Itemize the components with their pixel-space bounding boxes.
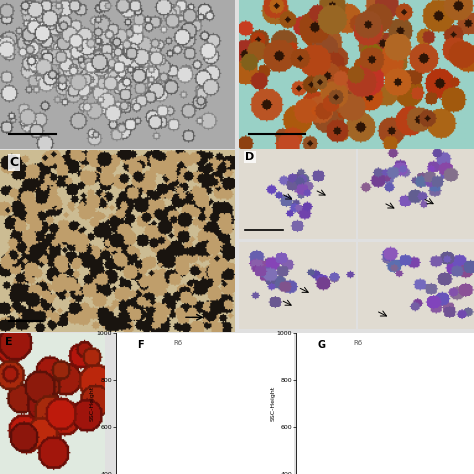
Text: C: C [9, 155, 18, 169]
Text: G: G [318, 340, 326, 350]
Text: R6: R6 [353, 340, 363, 346]
Text: R6: R6 [173, 340, 182, 346]
Text: F: F [137, 340, 144, 350]
Y-axis label: SSC-Height: SSC-Height [90, 386, 95, 421]
Text: D: D [245, 152, 255, 162]
Y-axis label: SSC-Height: SSC-Height [270, 386, 275, 421]
Text: E: E [5, 337, 13, 347]
